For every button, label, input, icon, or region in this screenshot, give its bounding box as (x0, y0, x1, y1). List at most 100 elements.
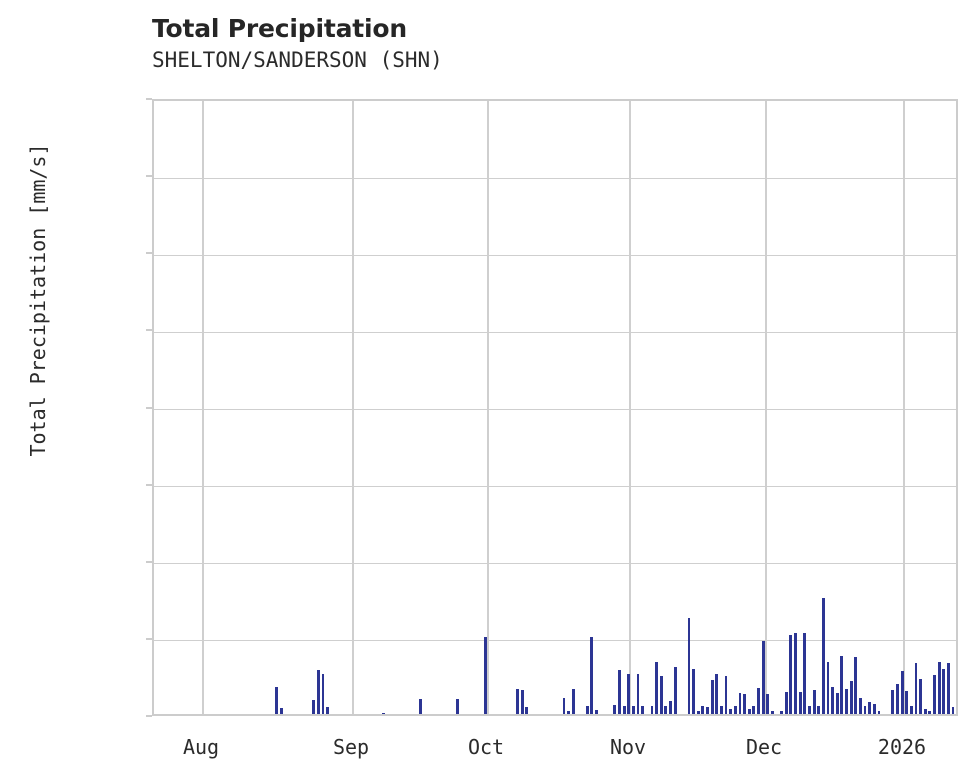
bar (673, 667, 677, 714)
bar (905, 691, 909, 714)
bar (770, 710, 774, 714)
bar (817, 705, 821, 714)
bar (627, 674, 631, 714)
y-axis-tick-mark (146, 175, 152, 178)
bar (326, 707, 330, 714)
bar (710, 680, 714, 714)
x-axis-tick-label: Oct (467, 735, 505, 759)
bar (655, 661, 658, 714)
gridline-horizontal (154, 177, 956, 179)
bar-series-total-precipitation (154, 101, 956, 714)
bar (784, 692, 788, 714)
bar (942, 668, 946, 714)
gridline-vertical (629, 101, 631, 714)
bar (590, 636, 594, 714)
bar (720, 705, 723, 714)
bar (743, 694, 747, 714)
bar (780, 710, 784, 714)
bar (696, 710, 700, 714)
bar (418, 698, 422, 714)
gridline-horizontal (154, 486, 956, 488)
x-axis-tick-label: Nov (609, 735, 647, 759)
bar (321, 673, 325, 714)
bar (812, 690, 816, 714)
bar (835, 692, 839, 714)
y-axis-tick-mark (146, 483, 152, 486)
bar (631, 706, 635, 714)
bar (868, 701, 872, 714)
bar (872, 703, 876, 714)
bar (794, 633, 797, 714)
bar (664, 705, 668, 714)
bar (622, 706, 626, 714)
bar (724, 675, 728, 714)
bar (692, 668, 696, 714)
y-axis-tick-mark (146, 98, 152, 100)
x-axis-tick-label: Sep (332, 735, 370, 759)
gridline-vertical (202, 101, 204, 714)
bar (687, 618, 691, 714)
gridline-horizontal (154, 563, 956, 565)
bar (381, 712, 385, 714)
bar (757, 687, 760, 714)
bar (840, 656, 844, 714)
bar (715, 673, 719, 714)
bar (933, 674, 936, 714)
bar (849, 681, 853, 714)
x-axis-tick-label: Aug (182, 735, 220, 759)
plot-area (152, 99, 958, 716)
bar (877, 710, 881, 714)
bar (636, 674, 640, 714)
bar (803, 633, 807, 714)
title-block: Total Precipitation SHELTON/SANDERSON (S… (152, 14, 912, 74)
bar (317, 669, 320, 714)
bar (701, 705, 705, 714)
bar (821, 597, 825, 714)
gridline-vertical (487, 101, 489, 714)
bar (571, 689, 575, 714)
chart-subtitle-station: SHELTON/SANDERSON (SHN) (152, 48, 443, 72)
bar (669, 700, 672, 714)
bar (896, 683, 899, 714)
bar (909, 705, 913, 714)
bar (858, 697, 862, 714)
bar (937, 662, 941, 714)
y-axis-tick-mark (146, 560, 152, 563)
gridline-horizontal (154, 254, 956, 256)
gridline-horizontal (154, 331, 956, 333)
bar (747, 708, 751, 714)
bar (567, 710, 570, 714)
bar (738, 692, 742, 714)
bar (520, 690, 524, 714)
chart-title: Total Precipitation (152, 14, 407, 43)
bar (641, 705, 645, 714)
y-axis-tick-mark (146, 637, 152, 640)
gridline-horizontal (154, 640, 956, 642)
bar (562, 698, 566, 714)
bar (928, 710, 932, 714)
bar (808, 705, 811, 714)
bar (618, 670, 621, 714)
bar (312, 700, 316, 714)
y-axis-tick-mark (146, 329, 152, 332)
bar (275, 687, 279, 714)
bar (798, 692, 802, 714)
gridline-horizontal (154, 409, 956, 410)
bar (826, 662, 830, 714)
bar (585, 706, 589, 714)
bar (525, 707, 529, 714)
y-axis-tick-mark (146, 406, 152, 409)
x-axis-tick-label: Dec (745, 735, 783, 759)
bar (845, 689, 848, 714)
y-axis-tick-mark (146, 715, 152, 717)
bar (516, 689, 520, 714)
bar (761, 641, 765, 714)
bar (951, 707, 955, 714)
bar (891, 690, 895, 714)
bar (279, 708, 283, 714)
bar (729, 709, 733, 714)
bar (766, 693, 770, 714)
bar (789, 634, 793, 714)
bar (483, 636, 487, 714)
